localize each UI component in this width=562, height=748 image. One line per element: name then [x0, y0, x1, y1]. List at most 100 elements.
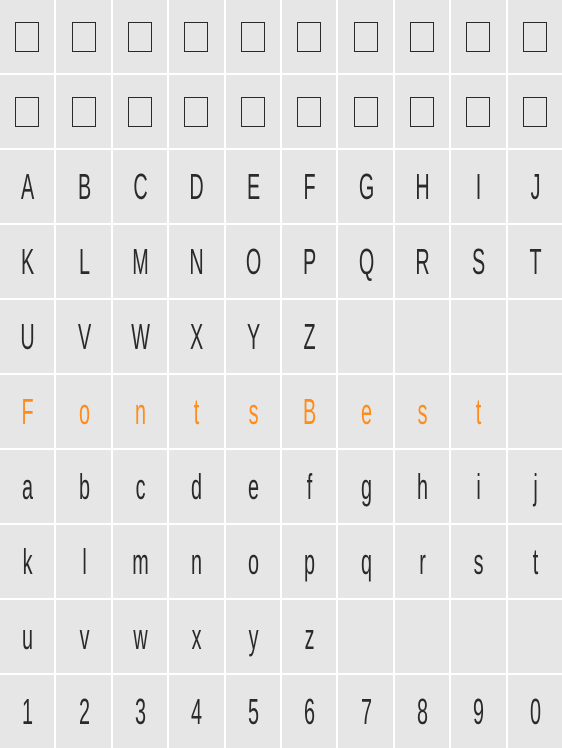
- grid-cell: V: [56, 300, 110, 373]
- glyph: N: [190, 241, 203, 283]
- grid-cell: [56, 0, 110, 73]
- grid-cell: f: [282, 450, 336, 523]
- grid-cell: u: [0, 600, 54, 673]
- glyph: 6: [304, 691, 314, 733]
- placeholder-box: [72, 22, 96, 52]
- grid-cell: r: [395, 525, 449, 598]
- glyph: B: [303, 391, 315, 433]
- glyph: k: [23, 541, 32, 583]
- placeholder-box: [241, 22, 265, 52]
- character-grid: ABCDEFGHIJKLMNOPQRSTUVWXYZFontsBestabcde…: [0, 0, 562, 748]
- glyph: o: [79, 391, 89, 433]
- grid-cell: R: [395, 225, 449, 298]
- grid-cell: j: [508, 450, 562, 523]
- placeholder-box: [297, 97, 321, 127]
- grid-cell: 3: [113, 675, 167, 748]
- placeholder-box: [466, 22, 490, 52]
- glyph: c: [136, 466, 145, 508]
- grid-cell: [0, 0, 54, 73]
- grid-cell: t: [508, 525, 562, 598]
- grid-cell: 1: [0, 675, 54, 748]
- glyph: 0: [530, 691, 540, 733]
- glyph: l: [82, 541, 85, 583]
- placeholder-box: [297, 22, 321, 52]
- glyph: D: [190, 166, 203, 208]
- grid-cell: [113, 75, 167, 148]
- grid-cell: k: [0, 525, 54, 598]
- glyph: I: [476, 166, 480, 208]
- grid-cell: e: [338, 375, 392, 448]
- glyph: X: [190, 316, 202, 358]
- glyph: v: [79, 616, 88, 658]
- grid-cell: g: [338, 450, 392, 523]
- glyph: s: [248, 391, 257, 433]
- grid-cell: A: [0, 150, 54, 223]
- glyph: S: [472, 241, 484, 283]
- grid-cell: m: [113, 525, 167, 598]
- grid-cell: i: [451, 450, 505, 523]
- glyph: x: [192, 616, 201, 658]
- grid-cell: [56, 75, 110, 148]
- grid-cell: O: [226, 225, 280, 298]
- glyph: o: [248, 541, 258, 583]
- glyph: K: [21, 241, 33, 283]
- grid-cell: x: [169, 600, 223, 673]
- grid-cell: T: [508, 225, 562, 298]
- grid-cell: 4: [169, 675, 223, 748]
- glyph: H: [415, 166, 428, 208]
- placeholder-box: [523, 97, 547, 127]
- glyph: q: [361, 541, 371, 583]
- grid-cell: D: [169, 150, 223, 223]
- grid-cell: [282, 0, 336, 73]
- glyph: f: [307, 466, 311, 508]
- glyph: s: [418, 391, 427, 433]
- glyph: h: [417, 466, 427, 508]
- glyph: t: [194, 391, 198, 433]
- glyph: J: [530, 166, 539, 208]
- glyph: Y: [247, 316, 259, 358]
- grid-cell: t: [169, 375, 223, 448]
- grid-cell: [508, 0, 562, 73]
- glyph: e: [248, 466, 258, 508]
- grid-cell: y: [226, 600, 280, 673]
- glyph: j: [533, 466, 536, 508]
- glyph: C: [133, 166, 146, 208]
- glyph: s: [474, 541, 483, 583]
- glyph: E: [247, 166, 259, 208]
- grid-cell: [508, 375, 562, 448]
- placeholder-box: [354, 22, 378, 52]
- grid-cell: z: [282, 600, 336, 673]
- grid-cell: s: [451, 525, 505, 598]
- placeholder-box: [523, 22, 547, 52]
- grid-cell: [169, 75, 223, 148]
- grid-cell: n: [113, 375, 167, 448]
- grid-cell: I: [451, 150, 505, 223]
- placeholder-box: [410, 97, 434, 127]
- glyph: 8: [417, 691, 427, 733]
- glyph: R: [415, 241, 428, 283]
- grid-cell: p: [282, 525, 336, 598]
- glyph: Z: [304, 316, 315, 358]
- placeholder-box: [354, 97, 378, 127]
- glyph: 1: [22, 691, 32, 733]
- placeholder-box: [184, 22, 208, 52]
- grid-cell: B: [56, 150, 110, 223]
- glyph: m: [132, 541, 147, 583]
- glyph: M: [132, 241, 147, 283]
- grid-cell: [395, 600, 449, 673]
- grid-cell: a: [0, 450, 54, 523]
- grid-cell: w: [113, 600, 167, 673]
- glyph: n: [191, 541, 201, 583]
- glyph: i: [477, 466, 480, 508]
- glyph: Q: [358, 241, 372, 283]
- grid-cell: [338, 0, 392, 73]
- placeholder-box: [128, 22, 152, 52]
- grid-cell: [113, 0, 167, 73]
- grid-cell: P: [282, 225, 336, 298]
- grid-cell: [451, 300, 505, 373]
- grid-cell: K: [0, 225, 54, 298]
- placeholder-box: [241, 97, 265, 127]
- grid-cell: [338, 600, 392, 673]
- glyph: U: [21, 316, 34, 358]
- grid-cell: X: [169, 300, 223, 373]
